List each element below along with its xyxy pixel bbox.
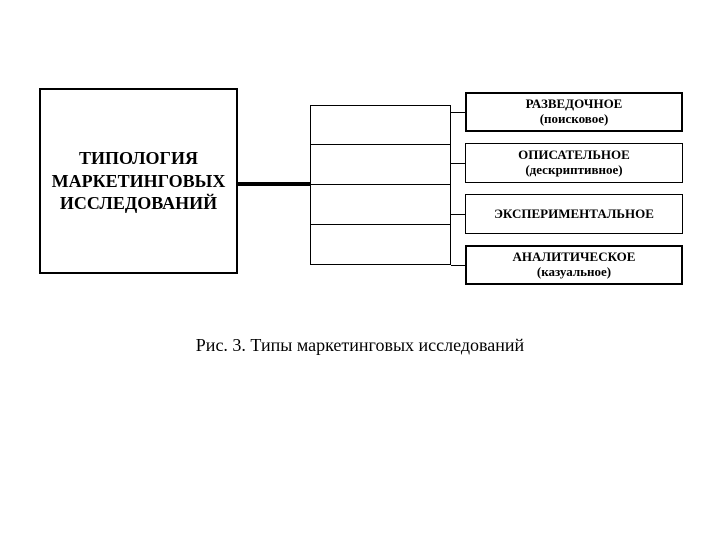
leaf-node-label-0: РАЗВЕДОЧНОЕ (поисковое) <box>526 97 623 127</box>
main-node: ТИПОЛОГИЯ МАРКЕТИНГОВЫХ ИССЛЕДОВАНИЙ <box>39 88 238 274</box>
mid-cell-2 <box>310 185 451 225</box>
mid-cell-0 <box>310 105 451 145</box>
connector-mid-to-leaf-3 <box>451 265 465 266</box>
connector-mid-to-leaf-0 <box>451 112 465 113</box>
leaf-node-3: АНАЛИТИЧЕСКОЕ (казуальное) <box>465 245 683 285</box>
connector-main-to-mid <box>238 182 310 186</box>
figure-caption: Рис. 3. Типы маркетинговых исследований <box>0 335 720 356</box>
figure-caption-text: Рис. 3. Типы маркетинговых исследований <box>196 335 524 355</box>
mid-cell-3 <box>310 225 451 265</box>
leaf-node-label-2: ЭКСПЕРИМЕНТАЛЬНОЕ <box>494 207 654 222</box>
leaf-node-label-1: ОПИСАТЕЛЬНОЕ (дескриптивное) <box>518 148 630 178</box>
main-node-label: ТИПОЛОГИЯ МАРКЕТИНГОВЫХ ИССЛЕДОВАНИЙ <box>52 147 226 215</box>
diagram-canvas: ТИПОЛОГИЯ МАРКЕТИНГОВЫХ ИССЛЕДОВАНИЙ РАЗ… <box>0 0 720 540</box>
leaf-node-1: ОПИСАТЕЛЬНОЕ (дескриптивное) <box>465 143 683 183</box>
leaf-node-0: РАЗВЕДОЧНОЕ (поисковое) <box>465 92 683 132</box>
mid-cell-1 <box>310 145 451 185</box>
connector-mid-to-leaf-1 <box>451 163 465 164</box>
connector-mid-to-leaf-2 <box>451 214 465 215</box>
leaf-node-label-3: АНАЛИТИЧЕСКОЕ (казуальное) <box>513 250 636 280</box>
leaf-node-2: ЭКСПЕРИМЕНТАЛЬНОЕ <box>465 194 683 234</box>
